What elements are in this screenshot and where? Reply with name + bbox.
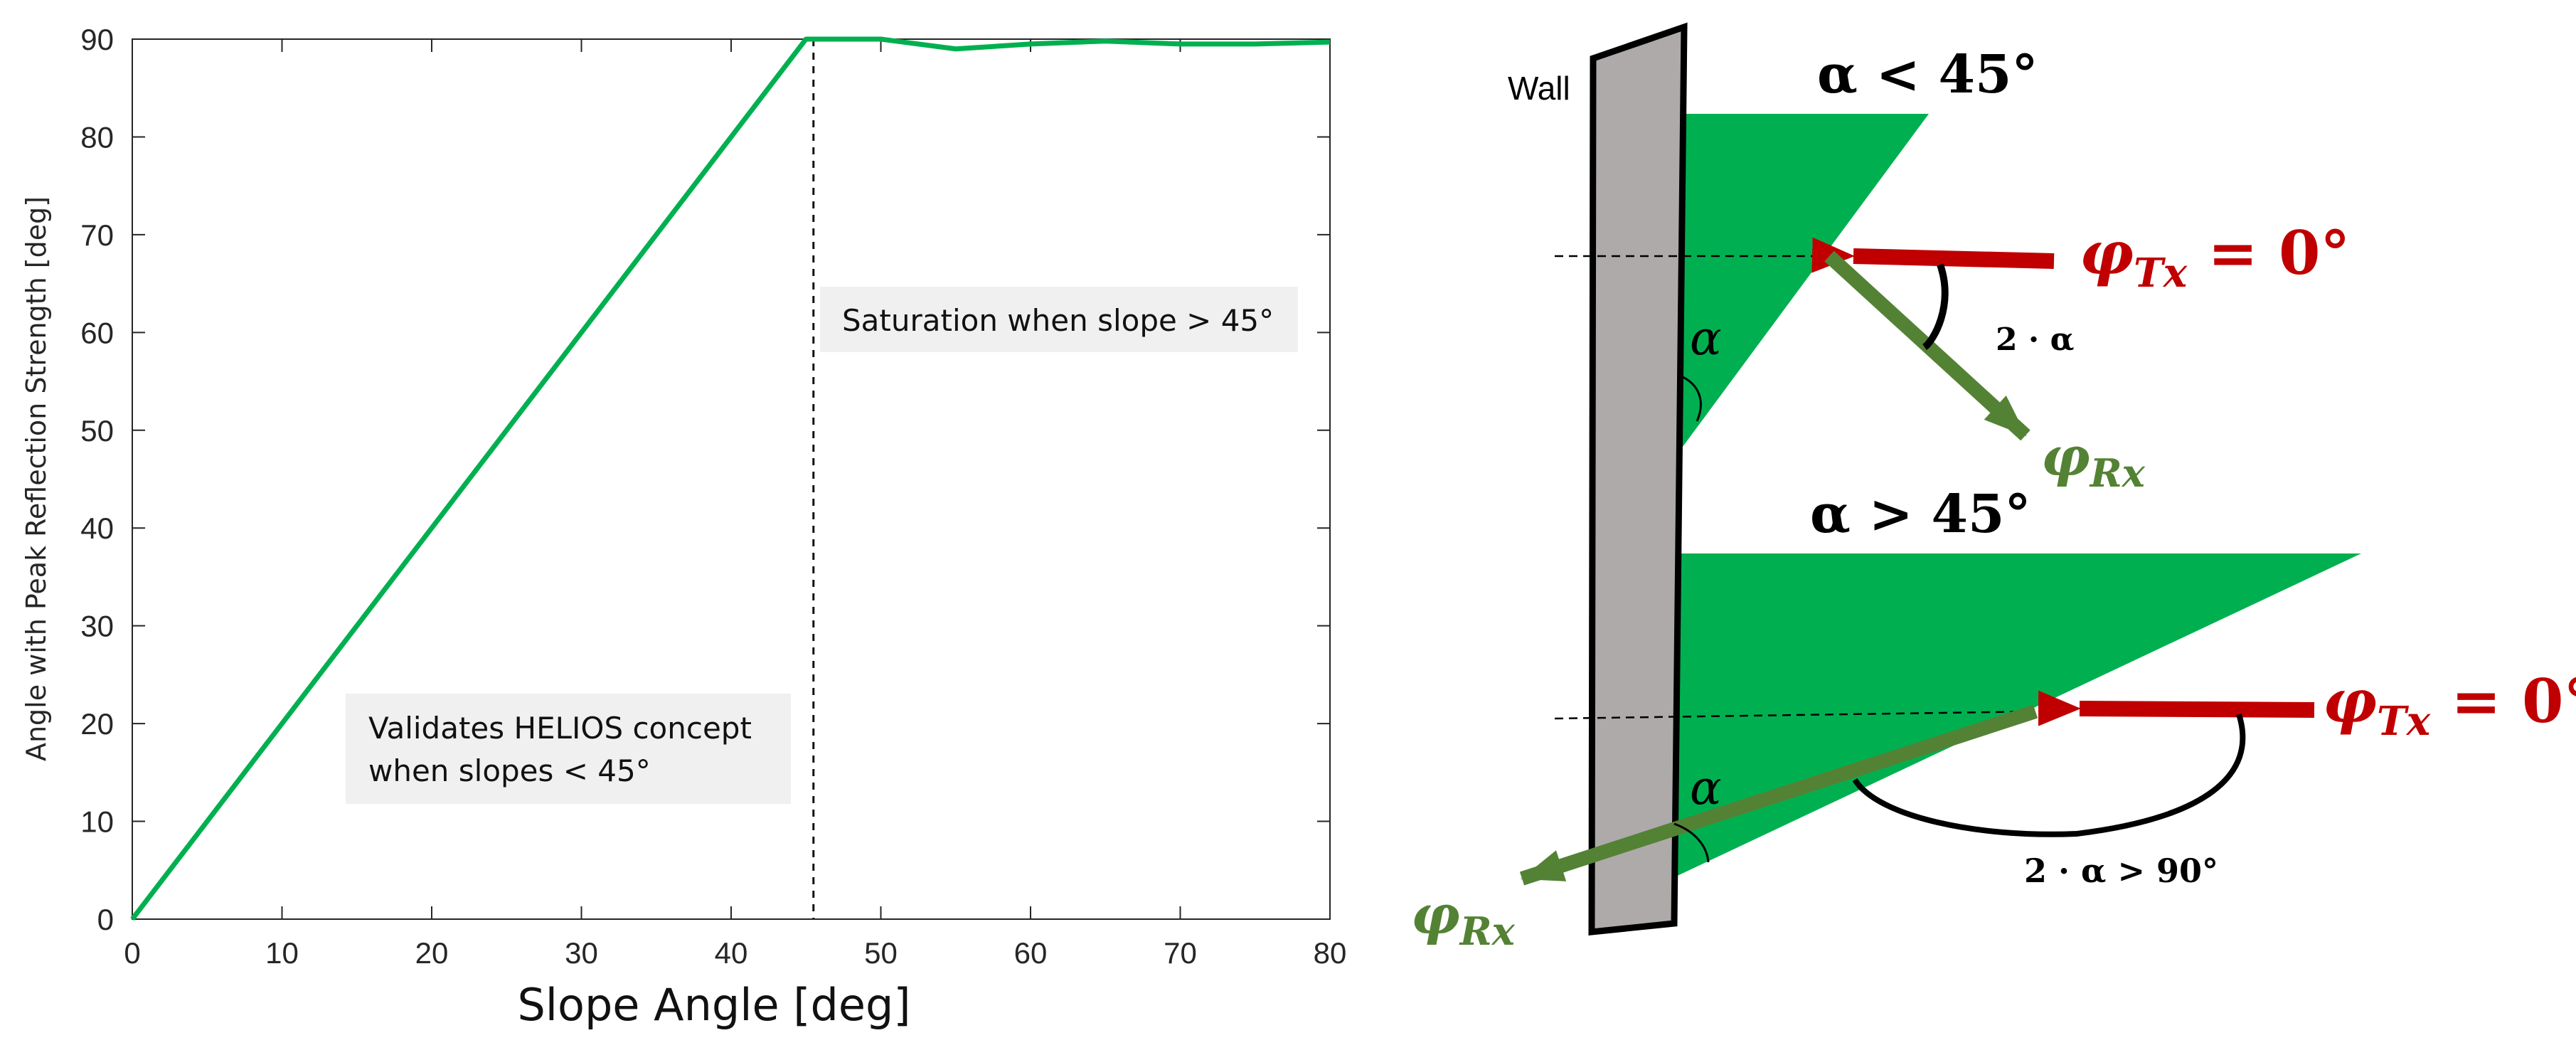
tx-value-top: = 0°	[2187, 218, 2350, 288]
y-tick-label: 70	[80, 218, 114, 252]
case-label-top: α < 45°	[1817, 44, 2038, 105]
angle-label-top: 2 · α	[1996, 322, 2074, 358]
x-axis: 0 10 20 30 40 50 60 70 80	[124, 39, 1346, 970]
annotation-right: Saturation when slope > 45°	[842, 303, 1274, 338]
alpha-arc-bottom	[1673, 822, 1710, 863]
tx-label-top: φTx = 0°	[2080, 218, 2350, 297]
y-tick-label: 80	[80, 120, 114, 154]
wall	[1588, 22, 1688, 936]
tx-symbol-bottom: φ	[2323, 666, 2377, 736]
case-label-bottom: α > 45°	[1810, 484, 2031, 545]
tx-label-bottom: φTx = 0°	[2323, 666, 2576, 745]
y-tick-label: 20	[80, 707, 114, 741]
x-tick-label: 50	[864, 936, 898, 970]
rx-symbol-bottom: φ	[1411, 883, 1460, 946]
tx-value-bottom: = 0°	[2430, 666, 2576, 736]
rx-sub-top: Rx	[2089, 450, 2146, 496]
x-tick-label: 70	[1164, 936, 1197, 970]
x-tick-label: 0	[124, 936, 140, 970]
y-tick-label: 50	[80, 414, 114, 447]
angle-arc-top	[1922, 263, 1949, 351]
series-line	[130, 36, 1331, 921]
reference-line-bottom	[1554, 710, 2042, 720]
alpha-arc-top	[1679, 374, 1702, 422]
x-axis-label: Slope Angle [deg]	[517, 979, 910, 1031]
reflection-diagram: Wall α < 45° α 2 · α φTx = 0° φRx α > 45…	[1411, 22, 2576, 954]
rx-symbol-top: φ	[2041, 425, 2090, 488]
x-tick-label: 80	[1314, 936, 1347, 970]
y-tick-label: 40	[80, 512, 114, 545]
alpha-label-top: α	[1690, 311, 1722, 366]
wall-label: Wall	[1508, 70, 1570, 107]
annotation-box-right	[820, 287, 1298, 352]
line-chart: 0 10 20 30 40 50 60 70 80 90 0 10 20 30 40 50 60 70 80 An…	[21, 23, 1346, 1031]
tx-symbol-top: φ	[2080, 218, 2134, 288]
tx-sub-top: Tx	[2134, 250, 2188, 297]
y-tick-label: 30	[80, 610, 114, 643]
rx-sub-bottom: Rx	[1459, 908, 1516, 954]
rx-label-top: φRx	[2041, 425, 2146, 496]
annotation-left-line1: Validates HELIOS concept	[368, 711, 752, 746]
x-tick-label: 20	[415, 936, 449, 970]
annotation-left-line2: when slopes < 45°	[368, 753, 651, 788]
slope-surface-top	[1678, 114, 1929, 452]
annotation-box-left	[346, 694, 791, 804]
y-axis: 0 10 20 30 40 50 60 70 80 90	[80, 23, 1330, 936]
reflected-ray-bottom	[1519, 704, 2038, 886]
incident-ray-top	[1811, 237, 2055, 273]
incident-ray-bottom	[2038, 690, 2315, 726]
alpha-label-bottom: α	[1690, 760, 1722, 815]
angle-arc-bottom	[1852, 713, 2246, 837]
y-tick-label: 10	[80, 805, 114, 839]
x-tick-label: 30	[565, 936, 598, 970]
y-tick-label: 60	[80, 316, 114, 349]
x-tick-label: 40	[715, 936, 748, 970]
y-tick-label: 90	[80, 23, 114, 56]
y-tick-label: 0	[97, 903, 114, 936]
tx-sub-bottom: Tx	[2377, 698, 2431, 745]
x-tick-label: 10	[265, 936, 299, 970]
y-axis-label: Angle with Peak Reflection Strength [deg…	[21, 196, 52, 761]
x-tick-label: 60	[1014, 936, 1048, 970]
rx-label-bottom: φRx	[1411, 883, 1516, 954]
angle-label-bottom: 2 · α > 90°	[2024, 852, 2218, 890]
